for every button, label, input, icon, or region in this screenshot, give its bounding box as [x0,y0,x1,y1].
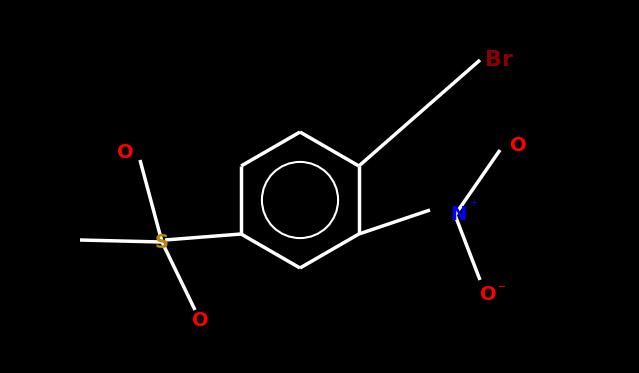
Text: $^+$: $^+$ [467,198,478,212]
Text: S: S [155,232,169,251]
Text: O: O [480,285,497,304]
Text: Br: Br [485,50,513,70]
Text: O: O [117,142,134,162]
Text: N: N [450,206,466,225]
Text: O: O [510,135,527,154]
Text: $^-$: $^-$ [495,283,506,297]
Text: O: O [192,310,208,329]
